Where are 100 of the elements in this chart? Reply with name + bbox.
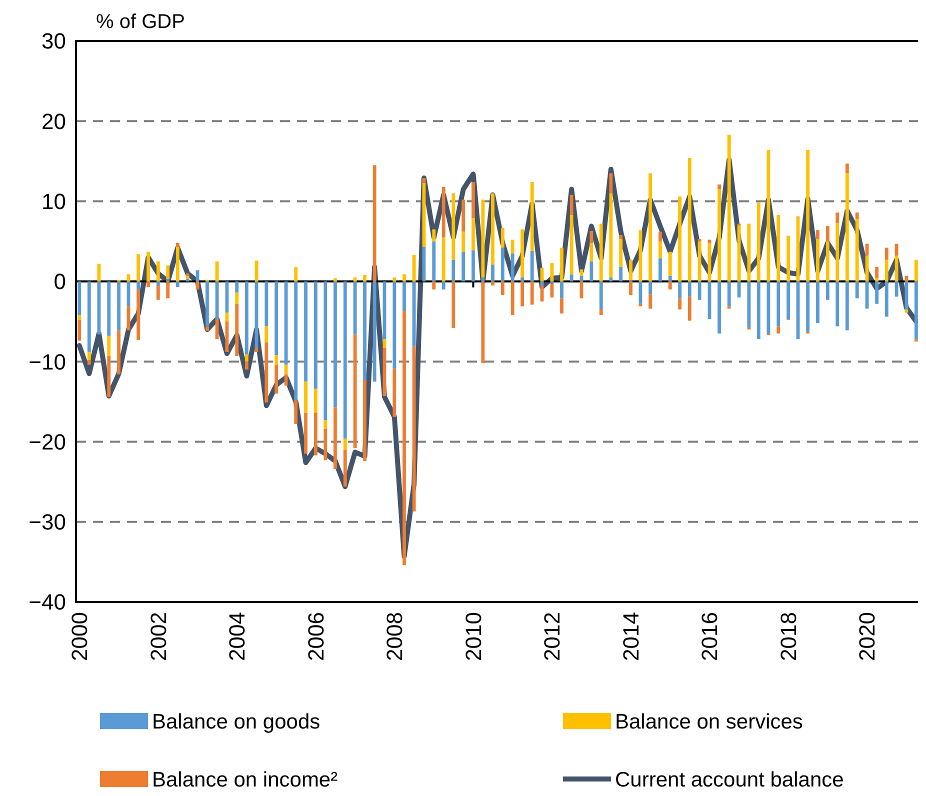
bar: [176, 281, 180, 288]
bar: [324, 420, 328, 429]
bar: [353, 334, 357, 448]
bar: [550, 281, 554, 284]
legend-label: Current account balance: [615, 768, 844, 792]
y-tick-label: −20: [28, 429, 66, 454]
bar: [894, 256, 898, 282]
bar: [314, 281, 318, 389]
bar: [688, 296, 692, 321]
bar: [688, 281, 692, 297]
bar: [609, 173, 613, 194]
bar: [875, 267, 879, 278]
bar: [500, 281, 504, 296]
bar: [472, 182, 475, 218]
bar: [244, 354, 248, 362]
bar: [78, 320, 82, 341]
bar: [816, 281, 820, 324]
bar: [806, 281, 810, 332]
bar: [826, 226, 830, 242]
bar: [176, 246, 180, 282]
bar: [304, 382, 308, 413]
bar: [776, 281, 780, 326]
bar: [550, 284, 554, 298]
bar: [78, 281, 82, 316]
bar: [462, 232, 466, 252]
bar: [609, 277, 613, 282]
bar: [648, 294, 652, 309]
bar: [244, 281, 248, 354]
bar: [658, 241, 662, 258]
bar: [146, 252, 150, 282]
x-tick-label: 2020: [854, 612, 880, 661]
bar: [520, 229, 524, 278]
bar: [776, 326, 780, 334]
bar: [756, 202, 760, 282]
bar: [678, 281, 682, 298]
bar: [334, 278, 337, 282]
bar: [718, 281, 721, 334]
bar: [186, 273, 190, 276]
bar: [422, 178, 426, 183]
bar: [668, 281, 672, 290]
bar: [462, 200, 466, 232]
bar: [136, 289, 140, 340]
bar: [520, 277, 524, 282]
bar: [274, 281, 278, 356]
bar: [372, 165, 376, 282]
bar: [235, 304, 239, 356]
bar: [816, 238, 820, 282]
bar: [668, 276, 672, 282]
bar: [462, 252, 466, 282]
bar: [510, 240, 514, 254]
bar: [363, 281, 366, 380]
bar: [727, 134, 731, 282]
bar: [816, 230, 820, 239]
bar: [274, 364, 278, 394]
bar: [481, 277, 485, 282]
bar: [718, 184, 721, 190]
bar: [87, 281, 91, 352]
bar: [304, 412, 308, 454]
bar: [914, 339, 918, 342]
bar: [166, 281, 170, 298]
bar: [776, 214, 780, 282]
bar: [914, 281, 918, 340]
x-tick-label: 2014: [618, 612, 644, 661]
bar: [442, 237, 446, 282]
bar: [510, 281, 514, 316]
bar: [786, 236, 790, 282]
x-tick-label: 2018: [776, 612, 802, 661]
bar: [334, 407, 337, 469]
bar: [747, 224, 751, 282]
bar: [186, 276, 190, 280]
bar: [196, 270, 200, 282]
bar: [619, 238, 623, 268]
bar: [353, 281, 357, 334]
x-tick-label: 2008: [382, 612, 408, 661]
bar: [452, 260, 456, 282]
bar: [855, 281, 859, 298]
y-tick-label: −40: [28, 590, 66, 615]
bar: [294, 267, 298, 282]
bar: [343, 450, 347, 487]
bar: [609, 193, 613, 278]
bar: [550, 262, 554, 282]
bar: [87, 360, 91, 365]
bar: [392, 277, 396, 282]
bar: [314, 412, 318, 456]
x-tick-label: 2006: [303, 612, 328, 661]
bar: [865, 281, 869, 309]
y-tick-label: 20: [42, 108, 66, 134]
bar: [78, 315, 82, 320]
bar: [117, 330, 121, 374]
bar: [176, 242, 180, 247]
y-tick-label: −30: [28, 510, 66, 535]
bar: [668, 252, 672, 276]
bar: [688, 158, 692, 282]
y-tick-label: 0: [54, 269, 66, 294]
bar: [836, 212, 840, 223]
bar: [560, 281, 564, 298]
bar: [884, 260, 888, 282]
bar: [472, 218, 475, 250]
x-tick-label: 2004: [224, 612, 250, 661]
bar: [590, 242, 594, 262]
